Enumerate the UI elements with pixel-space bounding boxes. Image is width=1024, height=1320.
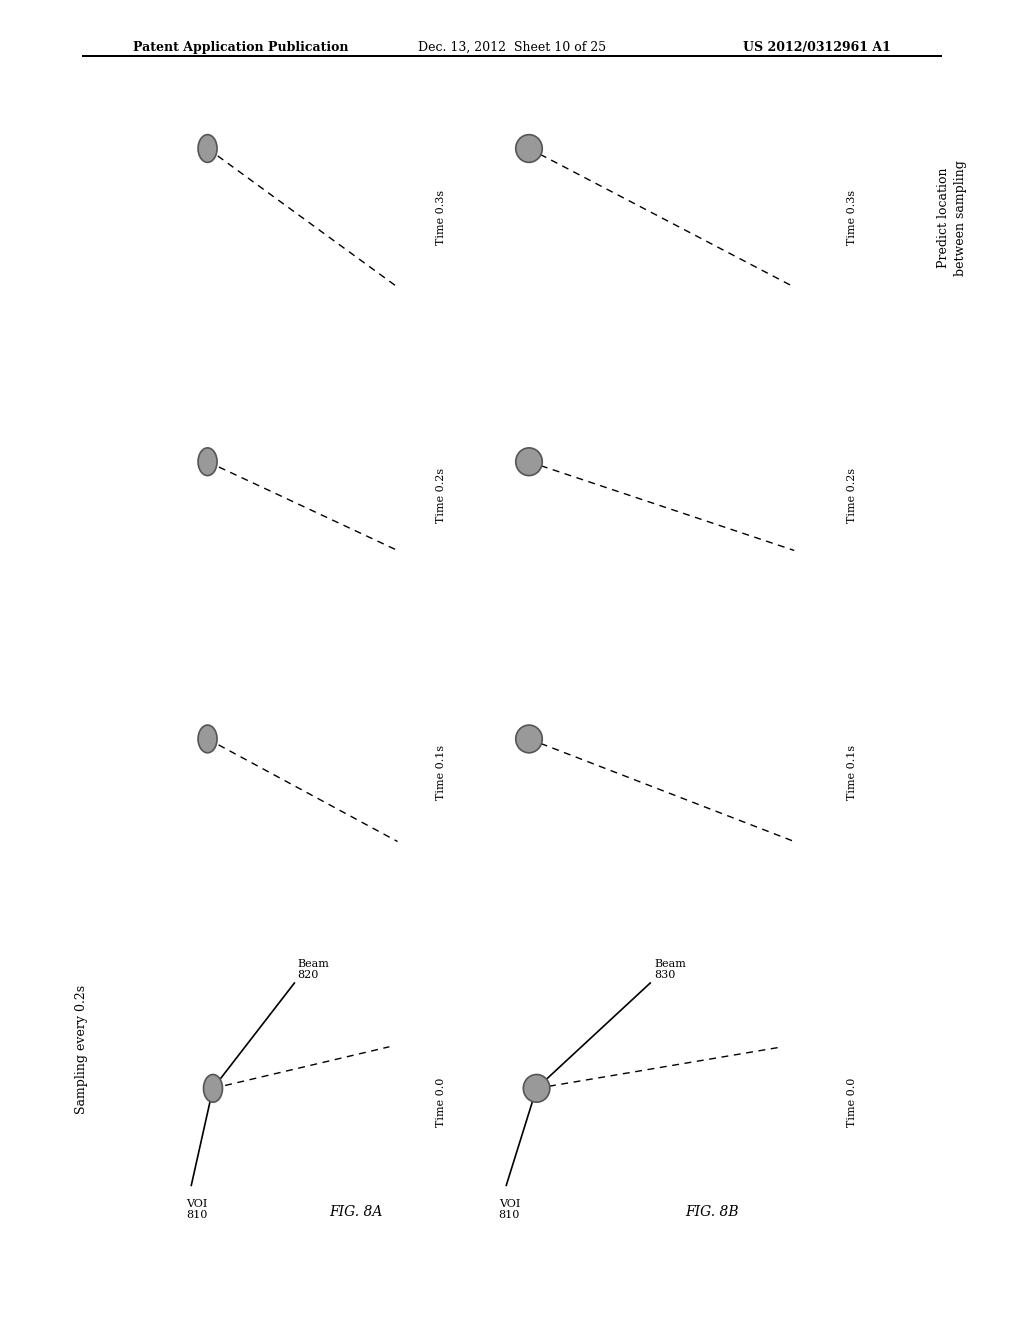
Text: Time 0.0: Time 0.0 <box>847 1077 857 1127</box>
Text: Predict location
between sampling: Predict location between sampling <box>937 160 968 276</box>
Text: Time 0.3s: Time 0.3s <box>847 190 857 246</box>
Ellipse shape <box>198 135 217 162</box>
Text: Time 0.2s: Time 0.2s <box>435 467 445 523</box>
Ellipse shape <box>516 135 543 162</box>
Text: Patent Application Publication: Patent Application Publication <box>133 41 348 54</box>
Text: VOI
810: VOI 810 <box>499 1199 520 1220</box>
Text: Time 0.0: Time 0.0 <box>435 1077 445 1127</box>
Ellipse shape <box>204 1074 222 1102</box>
Text: Time 0.2s: Time 0.2s <box>847 467 857 523</box>
Text: Time 0.3s: Time 0.3s <box>435 190 445 246</box>
Text: FIG. 8B: FIG. 8B <box>685 1205 738 1218</box>
Ellipse shape <box>523 1074 550 1102</box>
Text: VOI
810: VOI 810 <box>186 1199 207 1220</box>
Text: Time 0.1s: Time 0.1s <box>847 744 857 800</box>
Text: Sampling every 0.2s: Sampling every 0.2s <box>76 985 88 1114</box>
Ellipse shape <box>516 447 543 475</box>
Text: FIG. 8A: FIG. 8A <box>329 1205 383 1218</box>
Ellipse shape <box>516 725 543 752</box>
Text: US 2012/0312961 A1: US 2012/0312961 A1 <box>743 41 891 54</box>
Text: Beam
820: Beam 820 <box>297 960 329 981</box>
Ellipse shape <box>198 725 217 752</box>
Text: Time 0.1s: Time 0.1s <box>435 744 445 800</box>
Text: Dec. 13, 2012  Sheet 10 of 25: Dec. 13, 2012 Sheet 10 of 25 <box>418 41 606 54</box>
Text: Beam
830: Beam 830 <box>654 960 686 981</box>
Ellipse shape <box>198 447 217 475</box>
